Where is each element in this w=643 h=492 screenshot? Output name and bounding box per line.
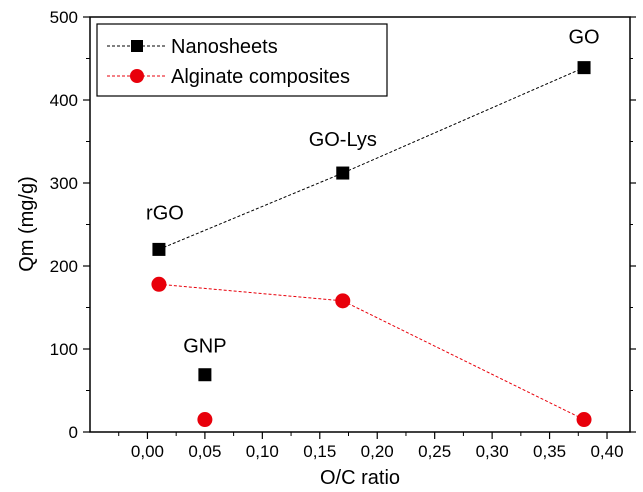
annotation-go-lys: GO-Lys <box>309 129 377 151</box>
x-tick-label: 0,05 <box>188 442 221 461</box>
x-axis: 0,00 0,05 0,10 0,15 0,20 0,25 0,30 0,35 0,40 <box>118 432 624 461</box>
x-tick-label: 0,10 <box>246 442 279 461</box>
series-markers <box>151 61 592 428</box>
y-axis: 0 100 200 300 400 500 <box>50 8 636 442</box>
x-tick-label: 0,30 <box>476 442 509 461</box>
y-tick-label: 0 <box>69 423 78 442</box>
legend: Nanosheets Alginate composites <box>96 23 388 97</box>
data-point-alginate <box>197 412 213 428</box>
y-tick-label: 100 <box>50 340 78 359</box>
x-tick-label: 0,20 <box>361 442 394 461</box>
x-axis-title: O/C ratio <box>320 467 400 489</box>
legend-marker-alginate <box>130 69 144 83</box>
annotation-go: GO <box>568 27 599 49</box>
data-point-nanosheets <box>152 242 166 256</box>
annotation-gnp: GNP <box>183 336 226 358</box>
annotations: GO GO-Lys rGO GNP <box>146 27 600 358</box>
legend-label-nanosheets: Nanosheets <box>171 36 278 58</box>
y-tick-label: 200 <box>50 257 78 276</box>
x-tick-label: 0,25 <box>418 442 451 461</box>
legend-label-alginate: Alginate composites <box>171 66 350 88</box>
data-point-nanosheets <box>336 166 350 180</box>
legend-marker-nanosheets <box>131 40 143 52</box>
y-axis-title: Qm (mg/g) <box>16 176 38 272</box>
data-point-alginate <box>151 276 167 292</box>
x-tick-label: 0,40 <box>590 442 623 461</box>
data-point-nanosheets <box>198 368 212 382</box>
x-tick-label: 0,15 <box>303 442 336 461</box>
series-lines <box>158 67 585 420</box>
x-tick-label: 0,00 <box>131 442 164 461</box>
x-tick-label: 0,35 <box>533 442 566 461</box>
series-line-nanosheets <box>158 67 585 250</box>
data-point-alginate <box>576 412 592 428</box>
data-point-nanosheets <box>577 61 591 75</box>
annotation-rgo: rGO <box>146 202 184 224</box>
legend-box <box>96 23 388 97</box>
series-line-alginate <box>158 283 585 420</box>
y-tick-label: 300 <box>50 174 78 193</box>
data-point-alginate <box>335 293 351 309</box>
y-tick-label: 500 <box>50 8 78 27</box>
y-tick-label: 400 <box>50 91 78 110</box>
